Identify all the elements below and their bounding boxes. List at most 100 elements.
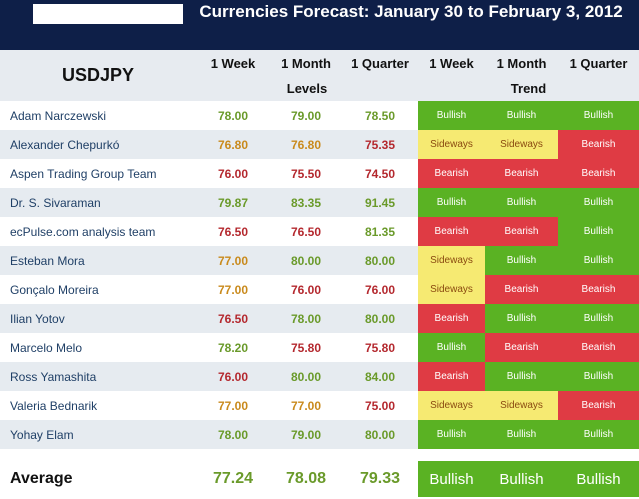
table-row: Adam Narczewski 78.00 79.00 78.50 Bullish Bul… (0, 101, 639, 130)
level-week: 76.50 (196, 304, 270, 333)
level-month: 79.00 (270, 101, 342, 130)
analyst-name: Esteban Mora (0, 246, 196, 275)
table-row: ecPulse.com analysis team 76.50 76.50 81.35… (0, 217, 639, 246)
average-row: Average 77.24 78.08 79.33 Bullish Bullish Bull… (0, 461, 639, 497)
analyst-name: Adam Narczewski (0, 101, 196, 130)
table-row: Ilian Yotov 76.50 78.00 80.00 Bearish Bullish… (0, 304, 639, 333)
level-week: 78.00 (196, 101, 270, 130)
spacer-row (0, 449, 639, 461)
average-week: 77.24 (196, 461, 270, 497)
trend-week: Sideways (418, 275, 485, 304)
analyst-name: Aspen Trading Group Team (0, 159, 196, 188)
level-month: 79.00 (270, 420, 342, 449)
pair-label: USDJPY (0, 50, 196, 101)
trend-quarter: Bearish (558, 130, 639, 159)
level-quarter: 91.45 (342, 188, 418, 217)
levels-month-header: 1 Month (270, 50, 342, 76)
trend-week: Sideways (418, 130, 485, 159)
table-row: Aspen Trading Group Team 76.00 75.50 74.50 B… (0, 159, 639, 188)
trend-quarter: Bullish (558, 362, 639, 391)
trend-quarter-header: 1 Quarter (558, 50, 639, 76)
table-row: Esteban Mora 77.00 80.00 80.00 Sideways Bulli… (0, 246, 639, 275)
trend-week: Bullish (418, 188, 485, 217)
level-month: 76.80 (270, 130, 342, 159)
trend-month: Bullish (485, 420, 558, 449)
level-quarter: 80.00 (342, 246, 418, 275)
trend-quarter: Bullish (558, 188, 639, 217)
trend-month: Bullish (485, 101, 558, 130)
trend-week: Bullish (418, 101, 485, 130)
analyst-name: Alexander Chepurkó (0, 130, 196, 159)
level-quarter: 74.50 (342, 159, 418, 188)
analyst-name: Valeria Bednarik (0, 391, 196, 420)
level-week: 76.00 (196, 159, 270, 188)
analyst-name: Yohay Elam (0, 420, 196, 449)
level-quarter: 76.00 (342, 275, 418, 304)
level-month: 83.35 (270, 188, 342, 217)
trend-week: Bullish (418, 420, 485, 449)
level-quarter: 84.00 (342, 362, 418, 391)
trend-month-header: 1 Month (485, 50, 558, 76)
trend-week: Sideways (418, 391, 485, 420)
trend-month: Sideways (485, 130, 558, 159)
level-week: 77.00 (196, 391, 270, 420)
trend-month: Bullish (485, 304, 558, 333)
average-quarter: 79.33 (342, 461, 418, 497)
level-week: 79.87 (196, 188, 270, 217)
level-month: 80.00 (270, 246, 342, 275)
trend-week: Bearish (418, 217, 485, 246)
trend-quarter: Bullish (558, 101, 639, 130)
trend-week: Bullish (418, 333, 485, 362)
average-trend-week: Bullish (418, 461, 485, 497)
level-quarter: 80.00 (342, 304, 418, 333)
trend-week: Bearish (418, 304, 485, 333)
level-week: 76.80 (196, 130, 270, 159)
forecast-table: USDJPY 1 Week 1 Month 1 Quarter 1 Week 1… (0, 50, 639, 497)
header-row-groups: Levels Trend (0, 76, 639, 101)
trend-week: Bearish (418, 159, 485, 188)
level-month: 76.00 (270, 275, 342, 304)
page-title: Currencies Forecast: January 30 to Febru… (199, 2, 623, 21)
trend-month: Bearish (485, 275, 558, 304)
trend-month: Bullish (485, 362, 558, 391)
level-quarter: 81.35 (342, 217, 418, 246)
trend-month: Bearish (485, 159, 558, 188)
level-week: 76.00 (196, 362, 270, 391)
levels-group-header: Levels (196, 76, 418, 101)
average-trend-quarter: Bullish (558, 461, 639, 497)
level-week: 77.00 (196, 275, 270, 304)
level-quarter: 75.80 (342, 333, 418, 362)
trend-quarter: Bullish (558, 304, 639, 333)
table-row: Gonçalo Moreira 77.00 76.00 76.00 Sideways Be… (0, 275, 639, 304)
trend-week: Sideways (418, 246, 485, 275)
trend-month: Sideways (485, 391, 558, 420)
level-week: 78.20 (196, 333, 270, 362)
table-row: Dr. S. Sivaraman 79.87 83.35 91.45 Bullish Bu… (0, 188, 639, 217)
level-week: 77.00 (196, 246, 270, 275)
trend-quarter: Bullish (558, 217, 639, 246)
average-label: Average (0, 461, 196, 497)
table-row: Alexander Chepurkó 76.80 76.80 75.35 Sideway… (0, 130, 639, 159)
level-month: 76.50 (270, 217, 342, 246)
levels-quarter-header: 1 Quarter (342, 50, 418, 76)
table-row: Valeria Bednarik 77.00 77.00 75.00 Sideways S… (0, 391, 639, 420)
trend-week: Bearish (418, 362, 485, 391)
table-row: Ross Yamashita 76.00 80.00 84.00 Bearish Bull… (0, 362, 639, 391)
trend-month: Bullish (485, 246, 558, 275)
table-row: Marcelo Melo 78.20 75.80 75.80 Bullish Bearis… (0, 333, 639, 362)
trend-group-header: Trend (418, 76, 639, 101)
logo-placeholder (33, 4, 183, 24)
level-month: 77.00 (270, 391, 342, 420)
table-row: Yohay Elam 78.00 79.00 80.00 Bullish Bullish B… (0, 420, 639, 449)
trend-week-header: 1 Week (418, 50, 485, 76)
analyst-name: Ross Yamashita (0, 362, 196, 391)
trend-month: Bullish (485, 188, 558, 217)
analyst-name: ecPulse.com analysis team (0, 217, 196, 246)
level-quarter: 75.35 (342, 130, 418, 159)
level-month: 78.00 (270, 304, 342, 333)
level-week: 78.00 (196, 420, 270, 449)
analyst-name: Dr. S. Sivaraman (0, 188, 196, 217)
analyst-name: Marcelo Melo (0, 333, 196, 362)
analyst-name: Ilian Yotov (0, 304, 196, 333)
level-month: 80.00 (270, 362, 342, 391)
